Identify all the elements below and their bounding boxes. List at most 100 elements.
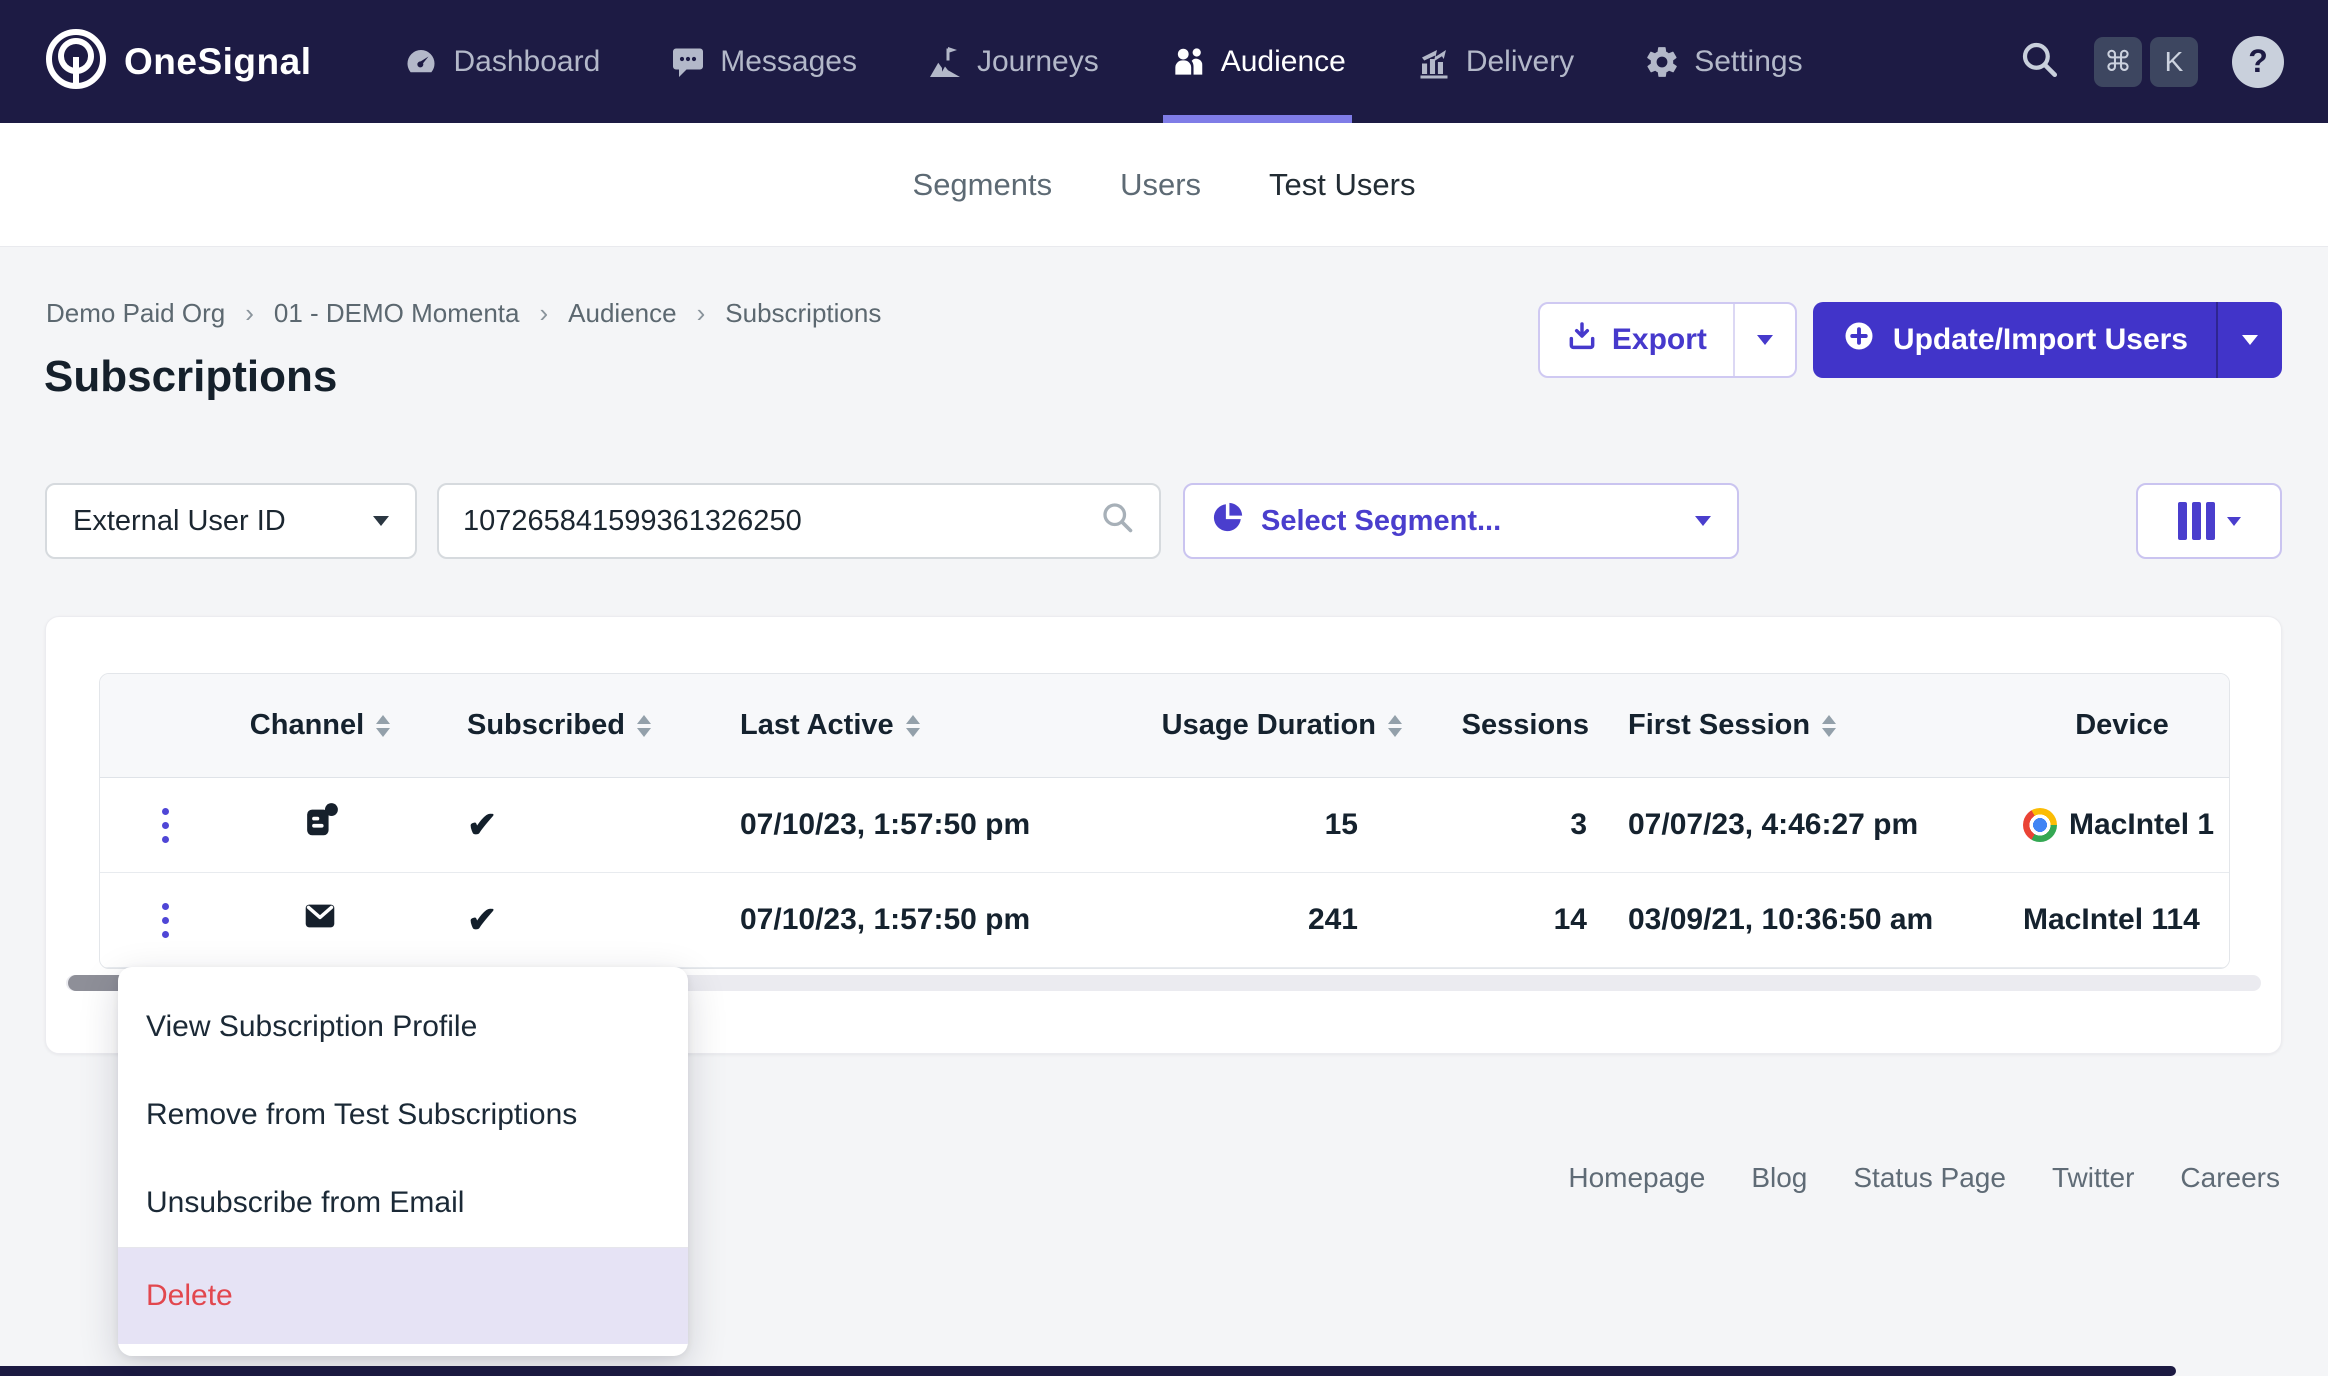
- update-import-split-button: Update/Import Users: [1813, 302, 2282, 378]
- nav-item-label: Settings: [1694, 45, 1802, 79]
- nav-menu: Dashboard Messages Journeys Audience: [403, 0, 1802, 123]
- header-label: First Session: [1628, 709, 1810, 742]
- table-header-row: Channel Subscribed Last Active Usage Dur…: [100, 674, 2229, 778]
- nav-right: ⌘ K ?: [2018, 36, 2284, 88]
- table-row: ✔ 07/10/23, 1:57:50 pm 15 3 07/07/23, 4:…: [100, 778, 2229, 873]
- segment-selector-value: Select Segment...: [1261, 505, 1501, 538]
- footer-link-homepage[interactable]: Homepage: [1568, 1162, 1705, 1194]
- header-label: Subscribed: [467, 709, 625, 742]
- tab-segments[interactable]: Segments: [913, 167, 1053, 203]
- nav-item-dashboard[interactable]: Dashboard: [403, 0, 600, 123]
- channel-cell: [230, 896, 410, 944]
- header-usage-duration[interactable]: Usage Duration: [1110, 709, 1410, 742]
- header-device[interactable]: Device: [2015, 709, 2229, 742]
- subscriptions-page: OneSignal Dashboard Messages Journeys: [0, 0, 2328, 1376]
- search-icon[interactable]: [1099, 499, 1135, 543]
- row-context-menu: View Subscription Profile Remove from Te…: [118, 967, 688, 1356]
- nav-item-label: Delivery: [1466, 45, 1574, 79]
- nav-item-label: Journeys: [977, 45, 1099, 79]
- nav-item-messages[interactable]: Messages: [670, 0, 857, 123]
- plus-circle-icon: [1841, 318, 1877, 362]
- checkmark-icon: ✔: [467, 899, 497, 941]
- sort-icon[interactable]: [637, 715, 651, 737]
- search-box: [437, 483, 1161, 559]
- nav-item-label: Messages: [720, 45, 857, 79]
- update-import-dropdown-toggle[interactable]: [2216, 302, 2282, 378]
- header-label: Sessions: [1462, 709, 1589, 742]
- k-key-badge: K: [2150, 37, 2198, 87]
- first-session-cell: 03/09/21, 10:36:50 am: [1595, 903, 2015, 937]
- email-channel-icon: [300, 896, 340, 944]
- breadcrumb-separator: ›: [540, 298, 549, 329]
- tab-users[interactable]: Users: [1120, 167, 1201, 203]
- onesignal-logo[interactable]: OneSignal: [44, 27, 311, 96]
- search-icon[interactable]: [2018, 38, 2060, 85]
- last-active-cell: 07/10/23, 1:57:50 pm: [740, 903, 1110, 937]
- row-actions-menu-button[interactable]: [152, 893, 179, 948]
- header-label: Channel: [250, 709, 364, 742]
- header-label: Device: [2075, 709, 2169, 742]
- breadcrumb-audience[interactable]: Audience: [568, 298, 676, 329]
- device-label: MacIntel 1: [2069, 808, 2214, 842]
- nav-item-audience[interactable]: Audience: [1169, 0, 1346, 123]
- export-button[interactable]: Export: [1540, 304, 1733, 376]
- header-sessions[interactable]: Sessions: [1410, 709, 1595, 742]
- sort-icon[interactable]: [1822, 715, 1836, 737]
- header-label: Usage Duration: [1162, 709, 1376, 742]
- nav-item-delivery[interactable]: Delivery: [1416, 0, 1574, 123]
- column-settings-button[interactable]: [2136, 483, 2282, 559]
- sort-icon[interactable]: [1388, 715, 1402, 737]
- row-menu-cell: [100, 798, 230, 853]
- nav-item-label: Dashboard: [453, 45, 600, 79]
- usage-duration-cell: 15: [1110, 808, 1410, 842]
- top-nav: OneSignal Dashboard Messages Journeys: [0, 0, 2328, 123]
- header-last-active[interactable]: Last Active: [740, 709, 1110, 742]
- first-session-cell: 07/07/23, 4:46:27 pm: [1595, 808, 2015, 842]
- footer-link-blog[interactable]: Blog: [1751, 1162, 1807, 1194]
- update-import-users-label: Update/Import Users: [1893, 323, 2188, 357]
- menu-item-unsubscribe-from-email[interactable]: Unsubscribe from Email: [118, 1159, 688, 1247]
- people-icon: [1169, 43, 1207, 81]
- tab-test-users[interactable]: Test Users: [1269, 167, 1415, 203]
- subscribed-cell: ✔: [410, 899, 740, 941]
- footer-link-careers[interactable]: Careers: [2180, 1162, 2280, 1194]
- flag-mountain-icon: [927, 44, 963, 80]
- footer-link-twitter[interactable]: Twitter: [2052, 1162, 2134, 1194]
- export-dropdown-toggle[interactable]: [1733, 304, 1795, 376]
- header-first-session[interactable]: First Session: [1595, 709, 2015, 742]
- nav-item-journeys[interactable]: Journeys: [927, 0, 1099, 123]
- update-import-users-button[interactable]: Update/Import Users: [1813, 302, 2216, 378]
- breadcrumb-separator: ›: [245, 298, 254, 329]
- menu-item-remove-from-test-subscriptions[interactable]: Remove from Test Subscriptions: [118, 1071, 688, 1159]
- nav-item-settings[interactable]: Settings: [1644, 0, 1802, 123]
- subscriptions-table: Channel Subscribed Last Active Usage Dur…: [99, 673, 2230, 969]
- nav-item-label: Audience: [1221, 45, 1346, 79]
- sessions-cell: 3: [1410, 808, 1595, 842]
- audience-sub-nav: Segments Users Test Users: [0, 123, 2328, 247]
- breadcrumb-app[interactable]: 01 - DEMO Momenta: [274, 298, 520, 329]
- breadcrumb-subscriptions[interactable]: Subscriptions: [725, 298, 881, 329]
- sort-icon[interactable]: [376, 715, 390, 737]
- chevron-down-icon: [2227, 517, 2241, 526]
- breadcrumb-org[interactable]: Demo Paid Org: [46, 298, 225, 329]
- search-field-selector[interactable]: External User ID: [45, 483, 417, 559]
- filter-bar: External User ID Select Segment...: [45, 483, 2282, 559]
- header-channel[interactable]: Channel: [230, 709, 410, 742]
- menu-item-delete[interactable]: Delete: [118, 1248, 688, 1344]
- chevron-down-icon: [1695, 516, 1711, 526]
- segment-selector[interactable]: Select Segment...: [1183, 483, 1739, 559]
- window-bottom-scrollbar[interactable]: [0, 1366, 2176, 1376]
- device-cell: MacIntel 114: [2015, 903, 2229, 937]
- sort-icon[interactable]: [906, 715, 920, 737]
- brand-name: OneSignal: [124, 41, 311, 83]
- keyboard-shortcut: ⌘ K: [2094, 37, 2198, 87]
- help-button[interactable]: ?: [2232, 36, 2284, 88]
- menu-item-view-subscription-profile[interactable]: View Subscription Profile: [118, 983, 688, 1071]
- last-active-cell: 07/10/23, 1:57:50 pm: [740, 808, 1110, 842]
- breadcrumb-separator: ›: [697, 298, 706, 329]
- header-subscribed[interactable]: Subscribed: [410, 709, 740, 742]
- chrome-icon: [2023, 808, 2057, 842]
- search-input[interactable]: [463, 505, 1099, 538]
- footer-link-status-page[interactable]: Status Page: [1853, 1162, 2006, 1194]
- row-actions-menu-button[interactable]: [152, 798, 179, 853]
